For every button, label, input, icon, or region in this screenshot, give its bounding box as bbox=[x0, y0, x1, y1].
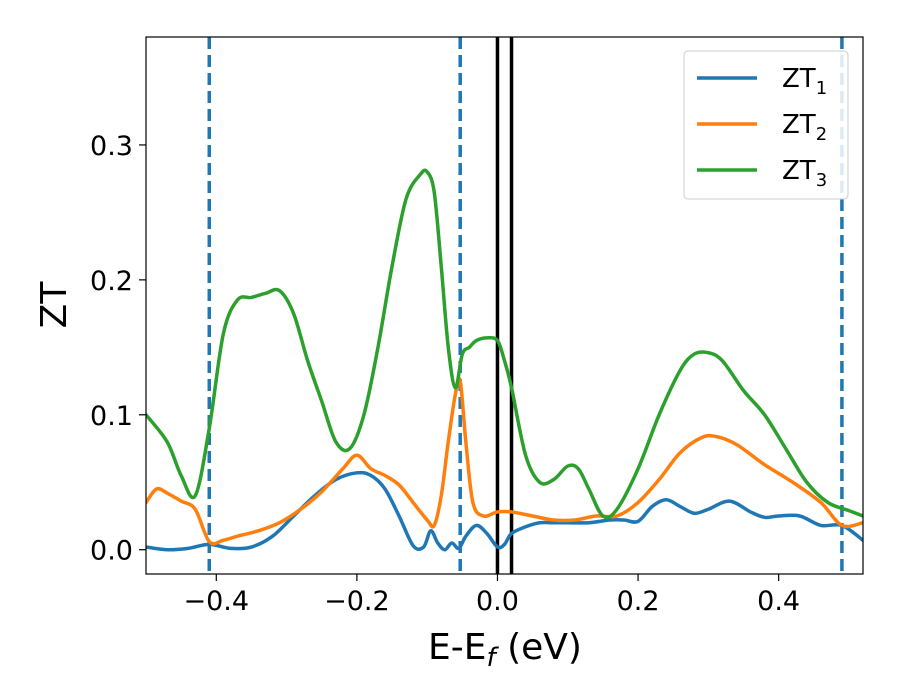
legend-frame bbox=[683, 50, 849, 200]
legend-label-zt3: ZT3 bbox=[782, 156, 827, 191]
y-tick-label: 0.3 bbox=[90, 131, 133, 162]
legend: ZT1 ZT2 ZT3 bbox=[683, 50, 849, 200]
x-tick-label: 0.0 bbox=[476, 586, 519, 617]
y-tick-label: 0.0 bbox=[90, 536, 133, 567]
plot-frame bbox=[145, 36, 864, 575]
legend-label-zt1: ZT1 bbox=[782, 64, 827, 99]
reference-lines bbox=[207, 37, 844, 574]
series-lines bbox=[146, 168, 863, 552]
x-tick-label: 0.4 bbox=[757, 586, 800, 617]
x-axis-label: E-Ef (eV) bbox=[428, 627, 582, 673]
y-tick-label: 0.1 bbox=[90, 401, 133, 432]
y-axis-ticks: 0.0 0.1 0.2 0.3 bbox=[90, 131, 146, 567]
series-line-zt2 bbox=[146, 376, 863, 546]
y-tick-label: 0.2 bbox=[90, 266, 133, 297]
x-tick-label: 0.2 bbox=[617, 586, 660, 617]
series-line-zt3 bbox=[146, 168, 863, 520]
legend-label-zt2: ZT2 bbox=[782, 110, 827, 145]
x-axis-ticks: −0.4 −0.2 0.0 0.2 0.4 bbox=[184, 574, 800, 617]
x-tick-label: −0.4 bbox=[184, 586, 250, 617]
x-tick-label: −0.2 bbox=[324, 586, 390, 617]
y-axis-label: ZT bbox=[34, 281, 75, 329]
